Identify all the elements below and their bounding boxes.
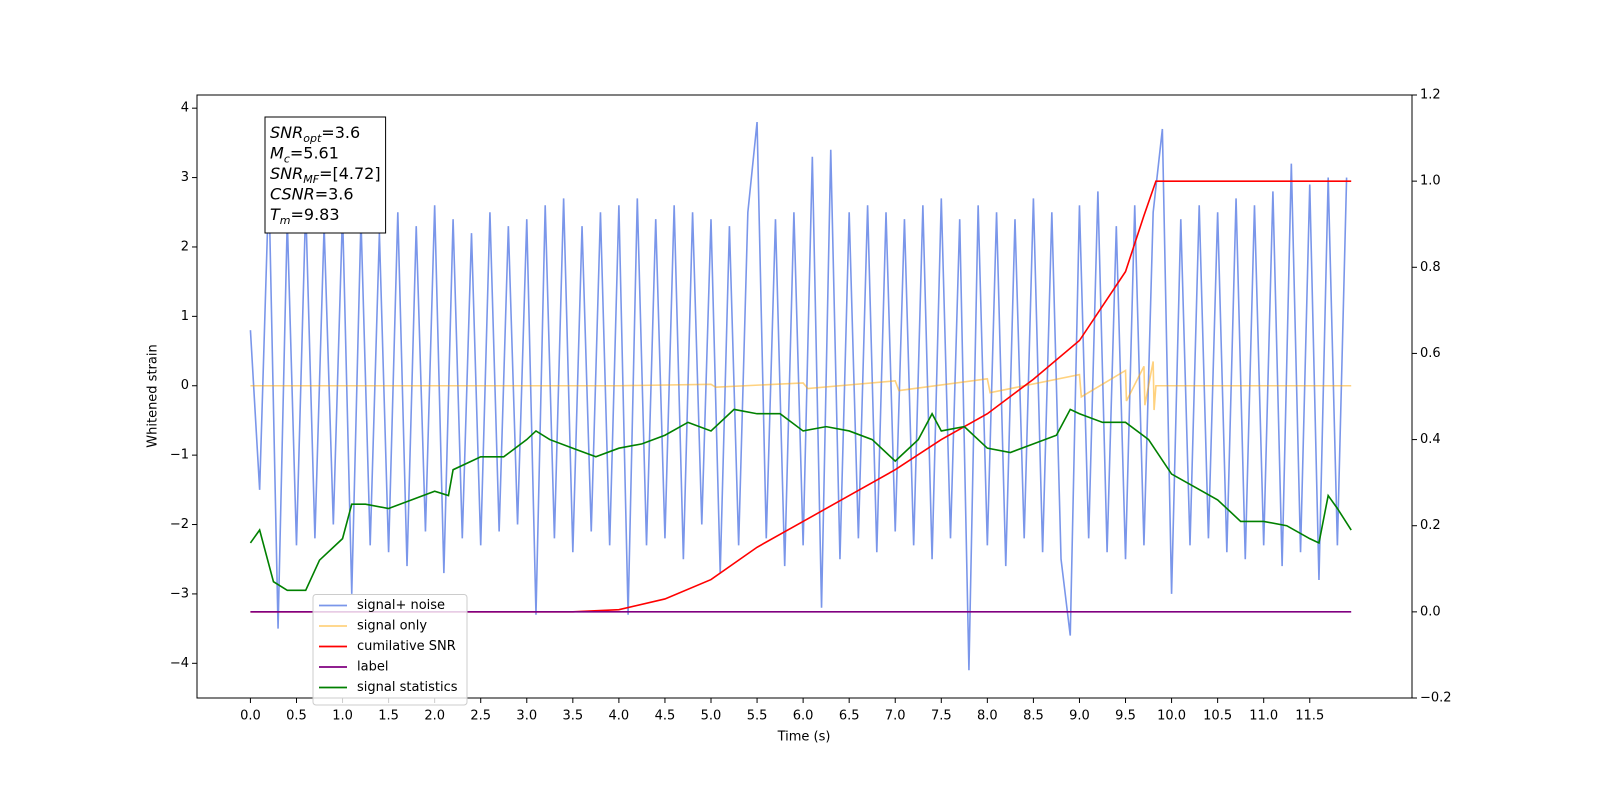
- x-tick-label: 0.5: [286, 709, 307, 724]
- x-tick-label: 1.5: [378, 709, 399, 724]
- annotation-frame: [264, 116, 387, 234]
- annotation-text: =5.61: [290, 144, 339, 163]
- annotation-symbol: T: [270, 205, 281, 224]
- x-tick-label: 2.0: [424, 709, 445, 724]
- annotation-symbol: SNR: [270, 164, 303, 183]
- annotation-symbol: CSNR: [270, 185, 315, 204]
- x-tick-label: 0.0: [240, 709, 261, 724]
- x-tick-label: 9.0: [1069, 709, 1090, 724]
- x-tick-label: 4.5: [655, 709, 676, 724]
- x-tick-label: 6.5: [839, 709, 860, 724]
- x-tick-label: 8.0: [977, 709, 998, 724]
- y-tick-label: 3: [181, 170, 189, 185]
- y2-tick-label: 0.2: [1420, 518, 1441, 533]
- x-tick-label: 1.0: [332, 709, 353, 724]
- annotation-subscript: MF: [303, 173, 319, 186]
- annotation: CSNR=3.6: [270, 185, 354, 204]
- series-line: [250, 361, 1352, 411]
- annotation-text: =3.6: [315, 185, 354, 204]
- y2-tick-label: 1.0: [1420, 174, 1441, 189]
- legend-frame: [312, 594, 468, 706]
- x-tick-label: 3.0: [516, 709, 537, 724]
- x-tick-label: 5.0: [701, 709, 722, 724]
- y2-tick-label: 1.2: [1420, 88, 1441, 103]
- y2-tick-label: −0.2: [1420, 691, 1452, 706]
- y2-tick-label: 0.8: [1420, 260, 1441, 275]
- series-line: [249, 121, 1348, 671]
- annotation-subscript: m: [280, 214, 291, 227]
- annotation-symbol: M: [270, 144, 284, 163]
- annotation: Tm=9.83: [270, 205, 340, 227]
- y-tick-label: 1: [181, 309, 189, 324]
- annotation: SNRMF=[4.72]: [270, 164, 381, 186]
- x-tick-label: 11.0: [1249, 709, 1278, 724]
- annotation-subscript: opt: [303, 132, 322, 145]
- y-tick-label: 0: [181, 378, 189, 393]
- series-line: [250, 180, 1352, 613]
- annotation-subscript: c: [284, 153, 290, 166]
- x-tick-label: 8.5: [1023, 709, 1044, 724]
- legend: signal+ noise signal only cumilative SNR la…: [312, 594, 468, 706]
- annotation-text: =9.83: [291, 205, 340, 224]
- legend-label: signal only: [357, 619, 427, 634]
- x-tick-label: 11.5: [1295, 709, 1324, 724]
- series-line: [249, 408, 1352, 592]
- y-axis-label: Whitened strain: [146, 344, 161, 447]
- x-tick-label: 5.5: [747, 709, 768, 724]
- annotation: Mc=5.61: [270, 144, 339, 166]
- legend-label: label: [357, 660, 388, 675]
- x-tick-label: 3.5: [562, 709, 583, 724]
- x-tick-label: 10.5: [1203, 709, 1232, 724]
- plot-frame: [196, 94, 1413, 699]
- y-tick-label: 2: [181, 239, 189, 254]
- annotation-text: =[4.72]: [319, 164, 381, 183]
- x-tick-label: 7.0: [885, 709, 906, 724]
- x-tick-label: 7.5: [931, 709, 952, 724]
- y-tick-label: 4: [181, 101, 189, 116]
- x-tick-label: 6.0: [793, 709, 814, 724]
- legend-label: cumilative SNR: [357, 639, 456, 654]
- annotation-box: SNRopt=3.6Mc=5.61SNRMF=[4.72]CSNR=3.6Tm=…: [264, 116, 387, 234]
- x-axis-label: Time (s): [777, 730, 831, 745]
- y2-tick-label: 0.6: [1420, 346, 1441, 361]
- y-tick-label: −1: [170, 448, 189, 463]
- y-tick-label: −2: [170, 517, 189, 532]
- y2-tick-label: 0.0: [1420, 604, 1441, 619]
- legend-label: signal+ noise: [357, 598, 445, 613]
- y-tick-label: −3: [170, 586, 189, 601]
- x-tick-label: 2.5: [470, 709, 491, 724]
- annotation-symbol: SNR: [270, 123, 303, 142]
- x-tick-label: 9.5: [1115, 709, 1136, 724]
- y2-tick-label: 0.4: [1420, 432, 1441, 447]
- x-tick-label: 10.0: [1157, 709, 1186, 724]
- x-tick-label: 4.0: [609, 709, 630, 724]
- y-tick-label: −4: [170, 656, 189, 671]
- legend-label: signal statistics: [357, 680, 458, 695]
- annotation-text: =3.6: [321, 123, 360, 142]
- annotation: SNRopt=3.6: [270, 123, 360, 145]
